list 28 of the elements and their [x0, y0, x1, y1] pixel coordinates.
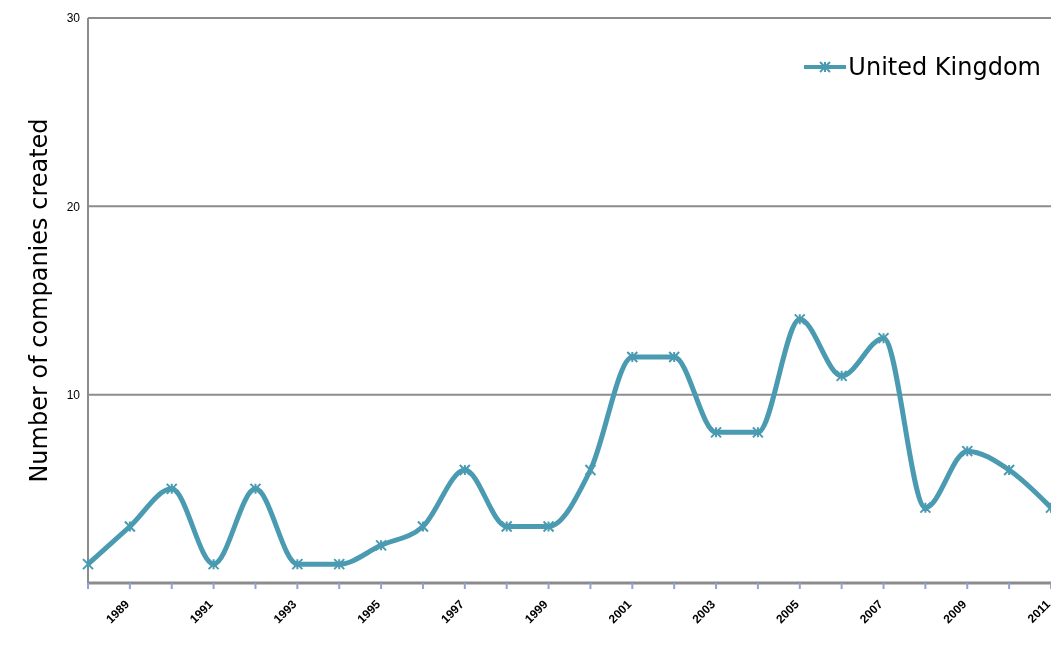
point: [1003, 464, 1016, 476]
point: [626, 351, 639, 363]
point: [919, 501, 932, 514]
point: [961, 445, 974, 458]
point: [165, 482, 178, 495]
point: [877, 332, 890, 345]
point: [500, 520, 513, 533]
point: [793, 313, 806, 326]
point: [751, 426, 764, 439]
point: [375, 539, 388, 552]
legend-label: United Kingdom: [848, 53, 1041, 81]
point: [123, 520, 136, 533]
point: [249, 482, 262, 495]
point: [458, 464, 471, 476]
point: [291, 558, 304, 571]
y-tick-label: 10: [66, 387, 81, 402]
y-tick-label: 30: [66, 11, 81, 26]
point: [668, 351, 681, 363]
point: [835, 369, 848, 382]
point: [333, 558, 346, 571]
point: [542, 520, 555, 533]
y-axis-title: Number of companies created: [24, 118, 53, 483]
point: [82, 558, 94, 571]
point: [416, 520, 429, 533]
y-tick-label: 20: [66, 199, 81, 214]
point: [710, 426, 723, 439]
point: [584, 464, 597, 476]
point: [207, 558, 220, 571]
